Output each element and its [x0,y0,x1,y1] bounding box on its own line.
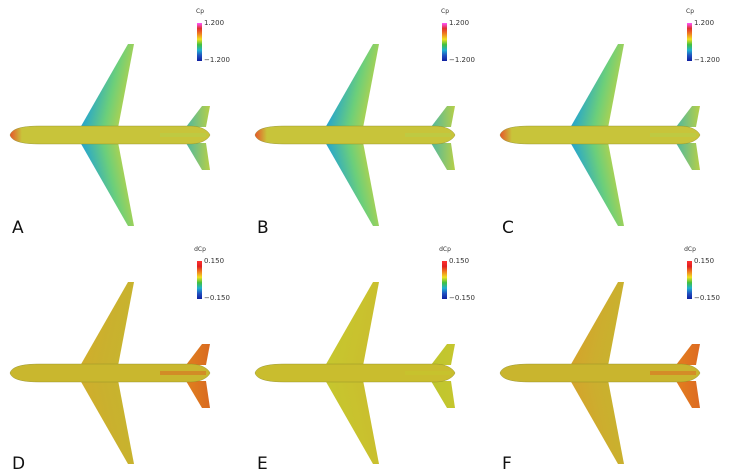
legend-title: Cp [196,8,204,15]
aircraft-render [254,44,456,226]
fuselage [9,125,211,145]
legend-title: Cp [686,8,694,15]
legend-title: Cp [441,8,449,15]
lower-wing [325,380,379,464]
colorbar [197,23,202,61]
upper-wing [325,44,379,128]
legend-min: −0.150 [204,294,230,302]
colorbar [442,261,447,299]
tail-cone [650,371,696,375]
upper-tail [431,106,455,127]
upper-wing [80,282,134,366]
legend-min: −1.200 [694,56,720,64]
colorbar-legend: dCp 0.150 −0.150 [682,246,734,306]
fuselage [499,363,701,383]
legend-min: −1.200 [449,56,475,64]
tail-cone [405,371,451,375]
legend-title: dCp [684,246,696,253]
lower-wing [80,142,134,226]
aircraft-render [499,282,701,464]
panel-label: F [502,454,512,474]
lower-tail [186,381,210,408]
legend-min: −0.150 [449,294,475,302]
panel-label: E [257,454,268,474]
legend-max: 1.200 [694,19,715,27]
fuselage [9,363,211,383]
lower-wing [570,142,624,226]
colorbar-legend: dCp 0.150 −0.150 [437,246,489,306]
legend-title: dCp [439,246,451,253]
upper-tail [676,344,700,365]
legend-max: 0.150 [449,257,470,265]
upper-tail [676,106,700,127]
fuselage [254,125,456,145]
colorbar [442,23,447,61]
tail-cone [160,371,206,375]
panel-b: Cp 1.200 −1.200 B [245,0,490,238]
lower-wing [570,380,624,464]
aircraft-render [499,44,701,226]
aircraft-render [254,282,456,464]
legend-min: −0.150 [694,294,720,302]
legend-max: 1.200 [204,19,225,27]
legend-max: 1.200 [449,19,470,27]
legend-min: −1.200 [204,56,230,64]
colorbar [687,23,692,61]
aircraft-render [9,282,211,464]
lower-tail [676,143,700,170]
tail-cone [405,133,451,137]
upper-wing [570,44,624,128]
lower-tail [431,143,455,170]
panel-label: B [257,218,269,238]
panel-e: dCp 0.150 −0.150 E [245,238,490,476]
panel-f: dCp 0.150 −0.150 F [490,238,735,476]
colorbar [687,261,692,299]
legend-title: dCp [194,246,206,253]
upper-tail [431,344,455,365]
lower-tail [431,381,455,408]
colorbar-legend: dCp 0.150 −0.150 [192,246,244,306]
lower-tail [676,381,700,408]
colorbar-legend: Cp 1.200 −1.200 [437,8,489,68]
tail-cone [160,133,206,137]
legend-max: 0.150 [694,257,715,265]
panel-label: A [12,218,24,238]
tail-cone [650,133,696,137]
panel-d: dCp 0.150 −0.150 D [0,238,245,476]
fuselage [254,363,456,383]
colorbar [197,261,202,299]
aircraft-render [9,44,211,226]
fuselage [499,125,701,145]
colorbar-legend: Cp 1.200 −1.200 [682,8,734,68]
panel-a: Cp 1.200 −1.200 A [0,0,245,238]
lower-tail [186,143,210,170]
lower-wing [325,142,379,226]
panel-label: C [502,218,514,238]
legend-max: 0.150 [204,257,225,265]
upper-tail [186,106,210,127]
lower-wing [80,380,134,464]
upper-wing [80,44,134,128]
panel-label: D [12,454,26,474]
panel-c: Cp 1.200 −1.200 C [490,0,735,238]
upper-wing [570,282,624,366]
upper-tail [186,344,210,365]
colorbar-legend: Cp 1.200 −1.200 [192,8,244,68]
upper-wing [325,282,379,366]
